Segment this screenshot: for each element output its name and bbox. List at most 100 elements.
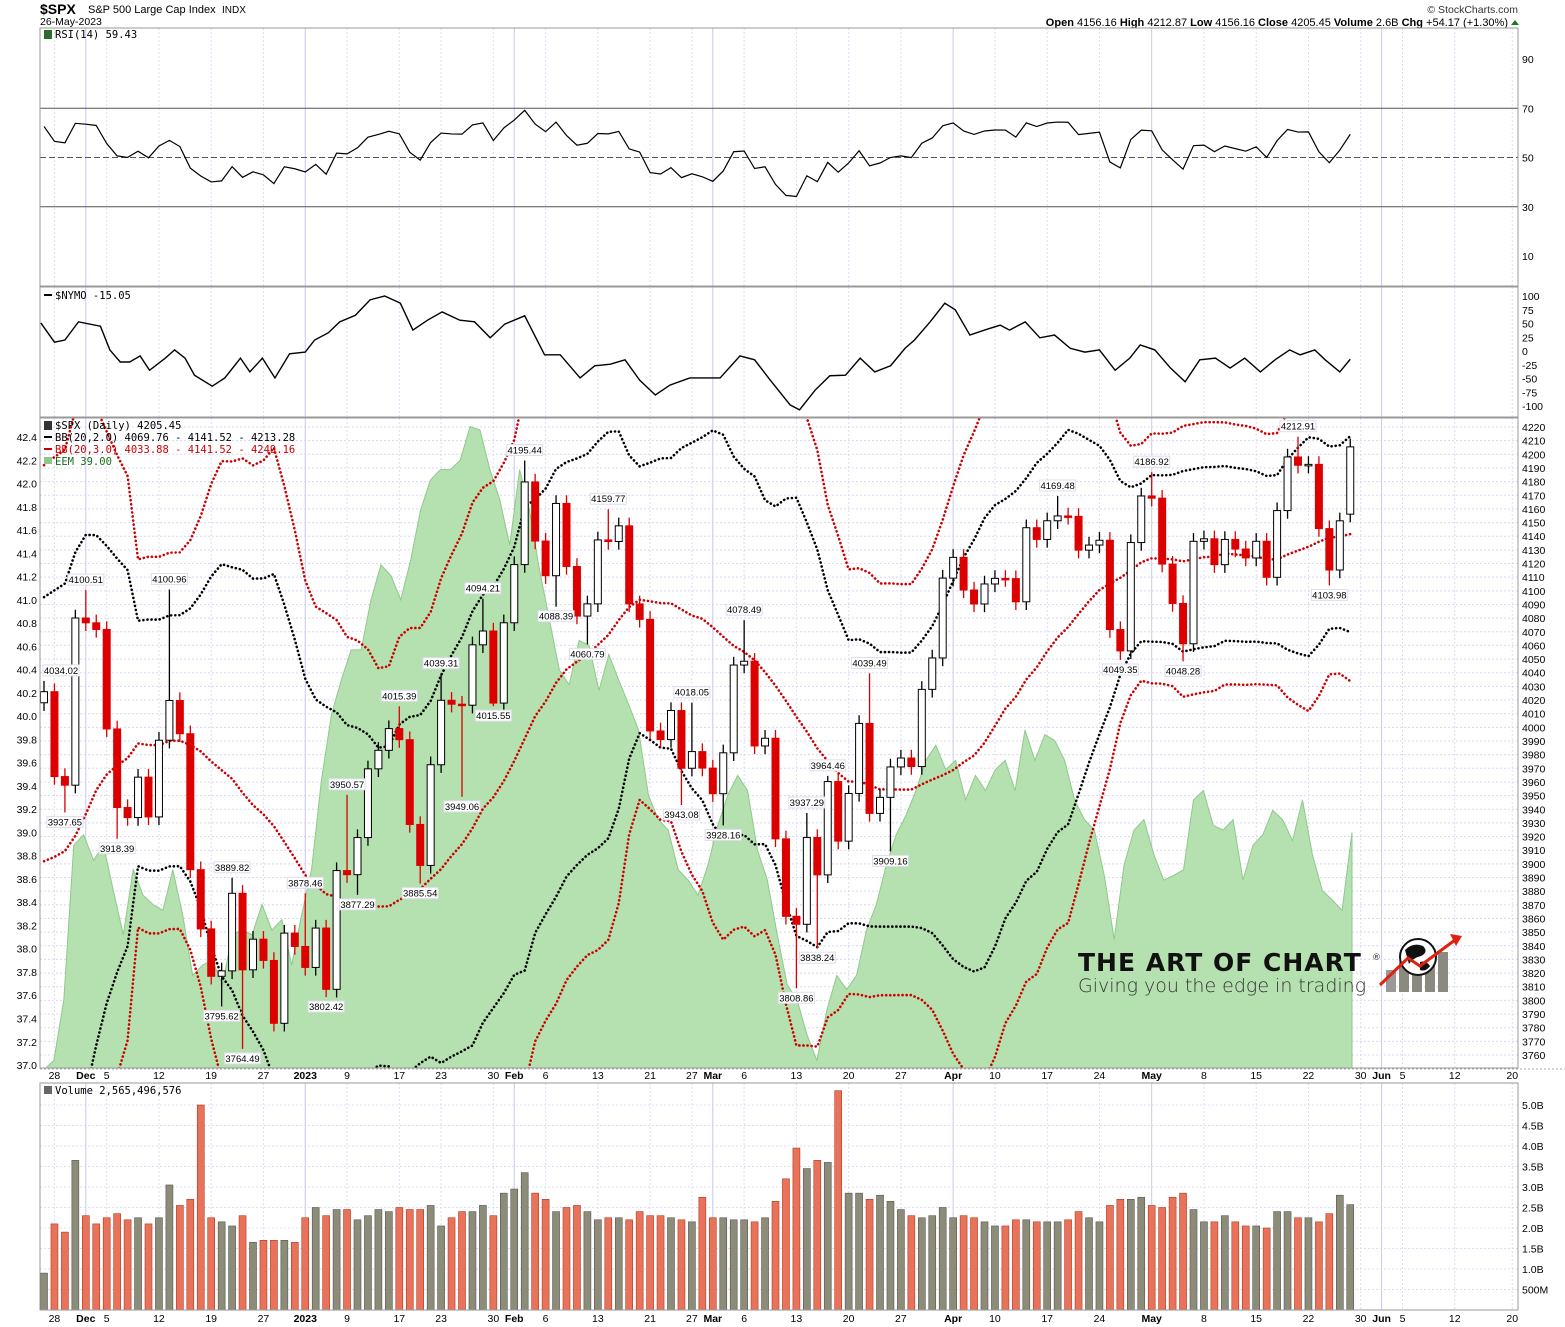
globe-chart-icon xyxy=(1378,934,1462,992)
price-label-box xyxy=(537,610,575,623)
candle xyxy=(1252,533,1261,567)
candle-body xyxy=(541,540,550,577)
volume-bar xyxy=(1283,1211,1292,1311)
x-axis-tick-label: 21 xyxy=(644,1313,656,1325)
x-axis-tick-label: 27 xyxy=(686,1070,698,1082)
price-label-text: 4015.39 xyxy=(382,691,416,702)
price-label-text: 3918.39 xyxy=(100,844,134,855)
candle xyxy=(269,952,278,1032)
candle-body xyxy=(1126,542,1135,652)
price-label: 3877.29 xyxy=(339,898,376,911)
price-label-text: 3950.57 xyxy=(330,780,364,791)
candle xyxy=(92,614,101,638)
candle xyxy=(81,590,90,632)
candle-body xyxy=(343,870,352,876)
candle xyxy=(990,570,999,593)
candle xyxy=(468,636,477,714)
candle-body xyxy=(144,776,153,818)
price-label: 4094.21 xyxy=(464,582,502,595)
logo-tagline: Giving you the edge in trading xyxy=(1078,975,1366,997)
candle xyxy=(1231,531,1240,558)
price-label: 4034.02 xyxy=(42,664,80,677)
candle-body xyxy=(687,751,696,769)
candle xyxy=(771,730,780,848)
volume-bar xyxy=(740,1219,748,1311)
price-label-text: 3943.08 xyxy=(664,810,698,821)
volume-bar xyxy=(928,1215,937,1311)
candle-body xyxy=(1158,497,1167,565)
rsi-tick-label: 70 xyxy=(1522,103,1534,115)
x-axis-tick-label: 27 xyxy=(258,1070,270,1082)
volume-bar xyxy=(489,1215,498,1311)
price-tick-label: 4050 xyxy=(1522,654,1546,666)
price-label-text: 4049.35 xyxy=(1103,665,1137,676)
volume-bar xyxy=(50,1223,59,1311)
price-label-box xyxy=(777,991,815,1004)
volume-bar xyxy=(1273,1211,1281,1311)
price-label-text: 4034.02 xyxy=(44,666,78,677)
price-label: 4039.49 xyxy=(851,656,889,669)
candle xyxy=(196,861,205,938)
price-label-box xyxy=(67,573,105,586)
price-label: 4195.44 xyxy=(506,444,544,457)
candlesticks xyxy=(40,436,1355,1049)
candle xyxy=(1325,520,1334,586)
price-label: 3885.54 xyxy=(401,887,439,900)
x-axis-tick-label: 5 xyxy=(104,1313,110,1325)
volume-bar xyxy=(1043,1221,1051,1311)
candle-body xyxy=(604,539,613,542)
candle xyxy=(562,495,571,575)
nymo-line xyxy=(40,295,1351,411)
candle xyxy=(384,720,393,759)
price-label-text: 3795.62 xyxy=(204,1011,238,1022)
volume-bar xyxy=(771,1201,780,1311)
volume-bar xyxy=(573,1205,581,1311)
candle xyxy=(1095,532,1104,554)
price-tick-label: 3880 xyxy=(1522,886,1546,898)
candle xyxy=(781,830,790,925)
x-axis-tick-label: 17 xyxy=(393,1070,405,1082)
candle xyxy=(322,919,331,998)
candle xyxy=(802,812,811,933)
ohlc-summary: Open 4156.16 High 4212.87 Low 4156.16 Cl… xyxy=(1046,17,1508,29)
volume-bar xyxy=(395,1207,404,1311)
volume-bar xyxy=(520,1172,529,1311)
candle xyxy=(1220,531,1229,573)
volume-bar xyxy=(813,1160,822,1311)
candle-body xyxy=(468,644,477,706)
volume-bar xyxy=(155,1217,163,1311)
price-label-text: 4186.92 xyxy=(1135,457,1169,468)
price-tick-label: 3910 xyxy=(1522,845,1546,857)
volume-bar xyxy=(301,1217,310,1311)
candle xyxy=(290,924,299,955)
x-axis-tick-label: Dec xyxy=(76,1070,95,1082)
candle xyxy=(395,706,404,748)
candle-body xyxy=(40,691,48,704)
eem-tick-label: 39.8 xyxy=(17,734,38,746)
price-label-box xyxy=(42,664,80,677)
volume-bar xyxy=(196,1104,205,1311)
price-label: 3878.46 xyxy=(286,876,324,889)
candle-body xyxy=(1220,538,1229,566)
panel-frame-px xyxy=(39,417,1519,1069)
volume-bar xyxy=(1147,1205,1156,1311)
volume-legend-icon xyxy=(44,1086,52,1094)
candle-body xyxy=(572,565,581,617)
candle xyxy=(1262,533,1271,586)
candle-body xyxy=(228,892,237,972)
volume-bar xyxy=(1231,1221,1240,1311)
panel-frame-nymo xyxy=(39,286,1519,418)
price-label-text: 3802.42 xyxy=(309,1002,343,1013)
stockcharts-credit[interactable]: © StockCharts.com xyxy=(1427,4,1518,16)
price-label-text: 4048.28 xyxy=(1166,666,1200,677)
x-axis-tick-label: 24 xyxy=(1094,1070,1106,1082)
price-label: 3949.06 xyxy=(443,800,481,813)
price-label-box xyxy=(589,492,627,505)
price-label: 3802.42 xyxy=(307,1000,345,1013)
candle-body xyxy=(301,945,310,968)
price-tick-label: 4150 xyxy=(1522,518,1546,530)
candle xyxy=(416,816,425,884)
volume-bar xyxy=(238,1215,247,1311)
candle-body xyxy=(113,728,122,809)
candle-body xyxy=(1095,539,1104,546)
